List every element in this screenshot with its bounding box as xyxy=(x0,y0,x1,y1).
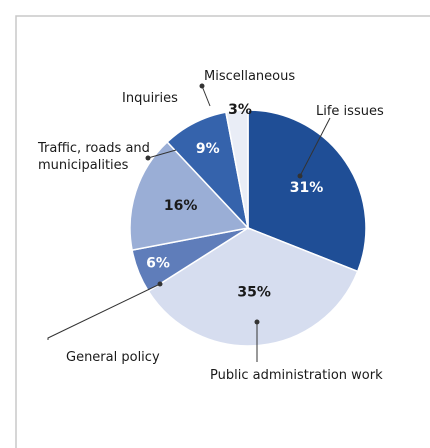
callout-dot xyxy=(199,83,205,89)
category-label: Inquiries xyxy=(122,91,178,106)
pie-slice xyxy=(225,109,249,229)
pie-slice xyxy=(247,109,367,273)
category-label: Public administration work xyxy=(210,368,383,383)
category-label: Miscellaneous xyxy=(204,69,296,84)
callout-dot xyxy=(157,281,163,287)
value-label: 3% xyxy=(228,102,252,118)
value-label: 9% xyxy=(196,141,220,157)
frame xyxy=(15,15,430,448)
value-label: 31% xyxy=(290,180,324,196)
value-label: 35% xyxy=(237,285,271,301)
category-label: Life issues xyxy=(316,104,384,119)
callout-dot xyxy=(297,173,303,179)
category-label: Traffic, roads and municipalities xyxy=(38,141,150,173)
category-label: General policy xyxy=(66,350,160,365)
callout-line xyxy=(147,149,177,159)
callout-line xyxy=(47,283,161,340)
callout-line xyxy=(299,117,331,177)
callout-dot xyxy=(254,319,260,325)
value-label: 16% xyxy=(164,198,198,214)
callout-dot xyxy=(145,155,151,161)
pie-slice xyxy=(147,227,359,347)
callout-line xyxy=(201,85,211,107)
pie-slice xyxy=(129,140,250,251)
value-label: 6% xyxy=(146,256,170,272)
